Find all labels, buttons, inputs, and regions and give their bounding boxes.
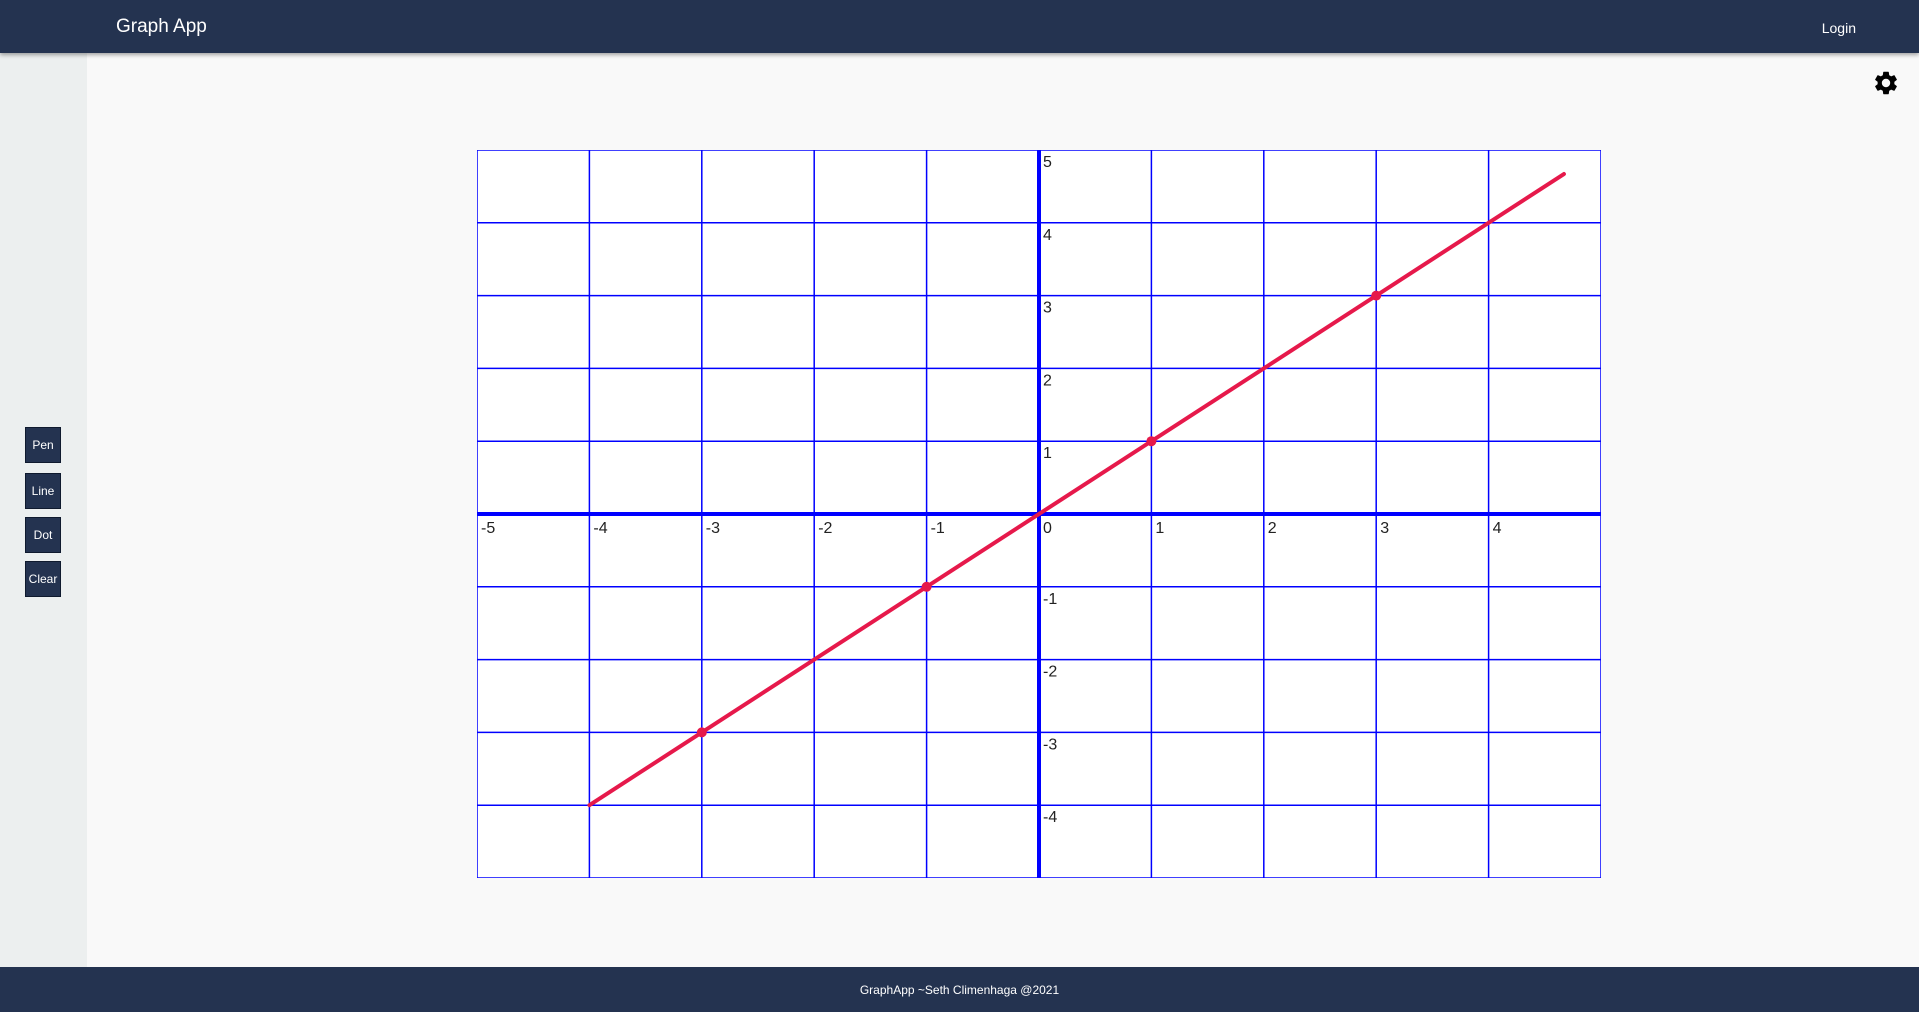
x-tick-label: -2 (818, 520, 832, 537)
x-tick-label: 3 (1380, 520, 1389, 537)
y-tick-label: -2 (1043, 664, 1057, 681)
plotted-line[interactable] (587, 172, 1566, 808)
line-tool-button[interactable]: Line (25, 473, 61, 509)
plotted-dot[interactable] (1146, 436, 1157, 447)
y-tick-label: 2 (1043, 372, 1052, 389)
plotted-dot[interactable] (1371, 290, 1382, 301)
x-tick-label: 4 (1493, 520, 1502, 537)
clear-button[interactable]: Clear (25, 561, 61, 597)
footer: GraphApp ~Seth Climenhaga @2021 (0, 967, 1919, 1012)
dot-tool-button[interactable]: Dot (25, 517, 61, 553)
plotted-dot[interactable] (696, 727, 707, 738)
navbar: Graph App Login (0, 0, 1919, 53)
app-brand[interactable]: Graph App (116, 16, 207, 37)
x-tick-label: -4 (593, 520, 607, 537)
footer-credit: GraphApp ~Seth Climenhaga @2021 (859, 982, 1060, 997)
tool-sidebar: Pen Line Dot Clear (0, 53, 87, 967)
x-tick-label: -3 (706, 520, 720, 537)
y-tick-label: -4 (1043, 809, 1057, 826)
gear-icon (1875, 71, 1897, 95)
graph-canvas[interactable]: -5 -4 -3 -2 -1 0 1 2 3 4 5 4 3 2 1 -1 -2 -3 -4 (477, 150, 1601, 878)
y-tick-label: 5 (1043, 154, 1052, 171)
pen-tool-button[interactable]: Pen (25, 427, 61, 463)
settings-button[interactable] (1872, 69, 1900, 97)
x-tick-label: 2 (1268, 520, 1277, 537)
x-tick-label: -1 (931, 520, 945, 537)
graph-svg: -5 -4 -3 -2 -1 0 1 2 3 4 5 4 3 2 1 -1 -2 -3 -4 (477, 150, 1601, 878)
y-tick-label: 4 (1043, 227, 1052, 244)
y-tick-label: 1 (1043, 445, 1052, 462)
y-tick-label: 3 (1043, 300, 1052, 317)
x-tick-label: -5 (481, 520, 495, 537)
y-tick-label: -1 (1043, 591, 1057, 608)
plotted-dot[interactable] (921, 581, 932, 592)
y-tick-label: -3 (1043, 736, 1057, 753)
login-link[interactable]: Login (1821, 20, 1856, 36)
x-tick-label: 0 (1043, 520, 1052, 537)
x-tick-label: 1 (1155, 520, 1164, 537)
